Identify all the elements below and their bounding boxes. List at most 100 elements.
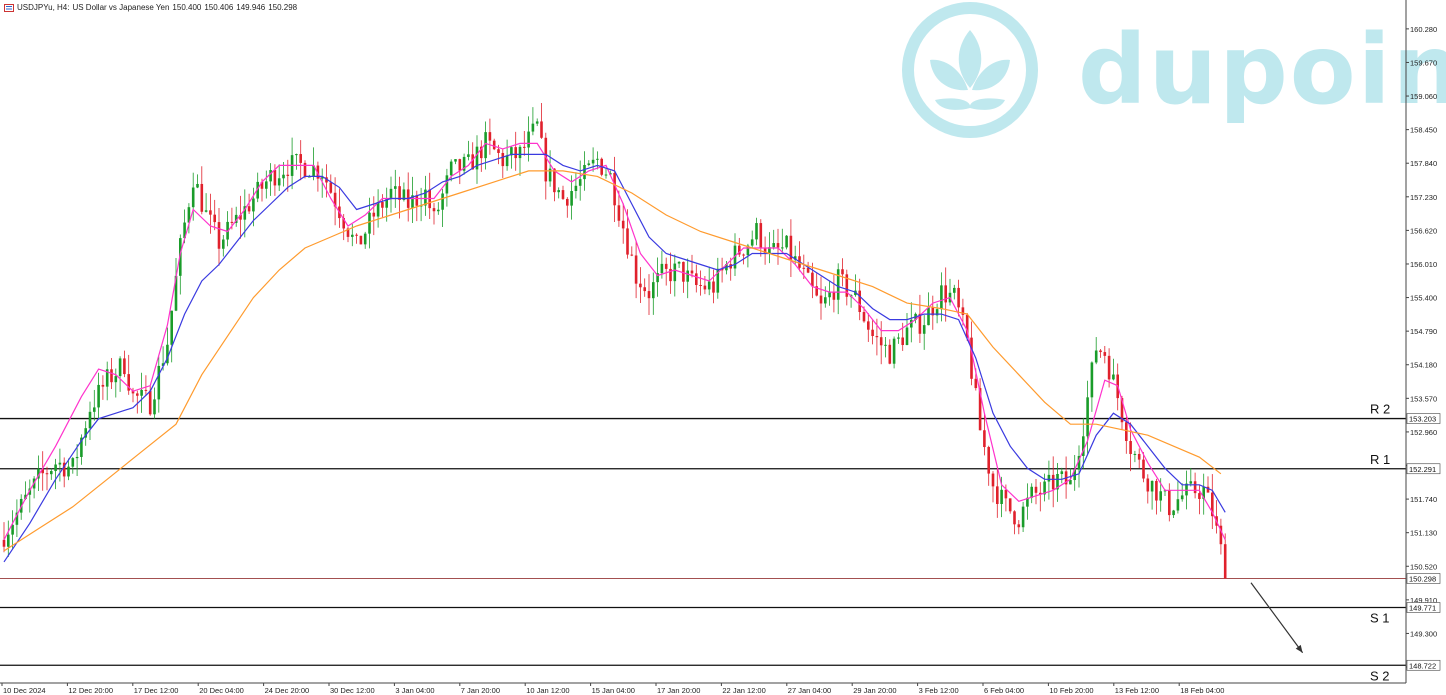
candle bbox=[475, 135, 479, 184]
candle-body bbox=[978, 388, 982, 431]
candle bbox=[1043, 473, 1046, 502]
candle-body bbox=[806, 267, 810, 273]
candle-body bbox=[127, 374, 130, 391]
candle-body bbox=[785, 235, 788, 248]
candle-body bbox=[269, 170, 272, 182]
candle-body bbox=[716, 268, 720, 293]
time-tick-label: 20 Dec 04:00 bbox=[199, 686, 244, 695]
candle-body bbox=[441, 193, 444, 210]
candle-body bbox=[695, 273, 698, 286]
price-tick-label: 151.130 bbox=[1410, 529, 1437, 538]
candle-body bbox=[1168, 490, 1171, 516]
candle-body bbox=[802, 267, 806, 269]
candle bbox=[372, 196, 376, 236]
candle bbox=[7, 520, 10, 557]
candle-body bbox=[553, 168, 556, 193]
candle bbox=[897, 333, 900, 344]
candle-body bbox=[1107, 355, 1111, 380]
candle bbox=[1198, 485, 1201, 515]
time-tick-label: 13 Feb 12:00 bbox=[1115, 686, 1159, 695]
candle-body bbox=[935, 309, 939, 316]
candle bbox=[750, 230, 754, 248]
candle-body bbox=[858, 290, 861, 313]
candle-body bbox=[664, 263, 668, 269]
watermark-leaf bbox=[930, 59, 968, 91]
projection bbox=[1250, 582, 1304, 654]
candle-body bbox=[41, 468, 44, 474]
candle bbox=[136, 390, 139, 414]
candle-body bbox=[591, 159, 595, 164]
candle bbox=[798, 241, 801, 272]
candle-body bbox=[196, 183, 199, 188]
projection-arrow-line bbox=[1250, 582, 1304, 654]
watermark-leaf bbox=[958, 30, 982, 88]
current-price-tag: 150.298 bbox=[1409, 574, 1436, 583]
watermark-text: dupoin bbox=[1078, 14, 1446, 126]
candle bbox=[24, 481, 27, 500]
candle bbox=[566, 197, 569, 218]
candle bbox=[664, 257, 668, 286]
candle-body bbox=[996, 486, 999, 504]
candle bbox=[1125, 416, 1128, 454]
candle-body bbox=[862, 312, 866, 322]
candle-body bbox=[944, 285, 947, 303]
candle bbox=[1172, 509, 1175, 519]
candle-body bbox=[682, 261, 685, 282]
candle bbox=[965, 312, 969, 341]
candle-body bbox=[15, 512, 19, 525]
candle bbox=[1051, 456, 1055, 508]
candle bbox=[617, 190, 621, 227]
candle bbox=[935, 303, 939, 324]
level-price-tag-box bbox=[1406, 602, 1441, 613]
candle-body bbox=[544, 137, 548, 182]
candle-body bbox=[652, 282, 655, 299]
candle-body bbox=[630, 254, 634, 256]
time-tick-label: 10 Dec 2024 bbox=[3, 686, 46, 695]
candle-body bbox=[1043, 481, 1046, 495]
time-tick-label: 12 Dec 20:00 bbox=[68, 686, 113, 695]
candle-body bbox=[811, 272, 814, 287]
candle-body bbox=[824, 297, 827, 304]
candle bbox=[789, 219, 793, 277]
candle-body bbox=[217, 222, 221, 249]
candle bbox=[656, 257, 659, 297]
candle bbox=[652, 272, 655, 315]
candle bbox=[518, 144, 522, 176]
candle-body bbox=[282, 174, 285, 179]
candle bbox=[1008, 498, 1012, 514]
candle-body bbox=[75, 456, 79, 459]
candle bbox=[376, 189, 380, 228]
candle bbox=[583, 151, 586, 191]
candle-body bbox=[346, 228, 350, 237]
candle-body bbox=[174, 275, 178, 311]
candle bbox=[1223, 533, 1227, 579]
level-price-tag-box bbox=[1406, 659, 1441, 671]
candle-body bbox=[183, 222, 186, 239]
candle-body bbox=[148, 390, 152, 415]
candle-body bbox=[660, 263, 664, 274]
candle bbox=[888, 339, 892, 365]
candle-body bbox=[897, 337, 900, 339]
candle-body bbox=[1206, 486, 1210, 493]
candle bbox=[514, 131, 517, 171]
candle bbox=[763, 236, 767, 265]
candle-body bbox=[166, 344, 169, 364]
candle-body bbox=[24, 494, 27, 499]
candle bbox=[531, 107, 535, 136]
candle-body bbox=[931, 307, 935, 316]
candle-body bbox=[157, 365, 161, 400]
watermark-leaf bbox=[972, 59, 1010, 91]
price-tick-label: 149.910 bbox=[1410, 596, 1437, 605]
moving-average-line bbox=[3, 170, 1222, 552]
symbol-label: USDJPYu, H4: bbox=[17, 3, 70, 12]
time-tick-label: 10 Jan 12:00 bbox=[526, 686, 569, 695]
candle bbox=[359, 235, 363, 245]
level-label: S 1 bbox=[1370, 611, 1390, 626]
time-tick-label: 7 Jan 20:00 bbox=[461, 686, 500, 695]
time-tick-label: 18 Feb 04:00 bbox=[1180, 686, 1224, 695]
candle bbox=[454, 159, 457, 165]
candle-body bbox=[910, 319, 913, 328]
candle-body bbox=[1013, 511, 1016, 525]
candle bbox=[841, 258, 844, 287]
